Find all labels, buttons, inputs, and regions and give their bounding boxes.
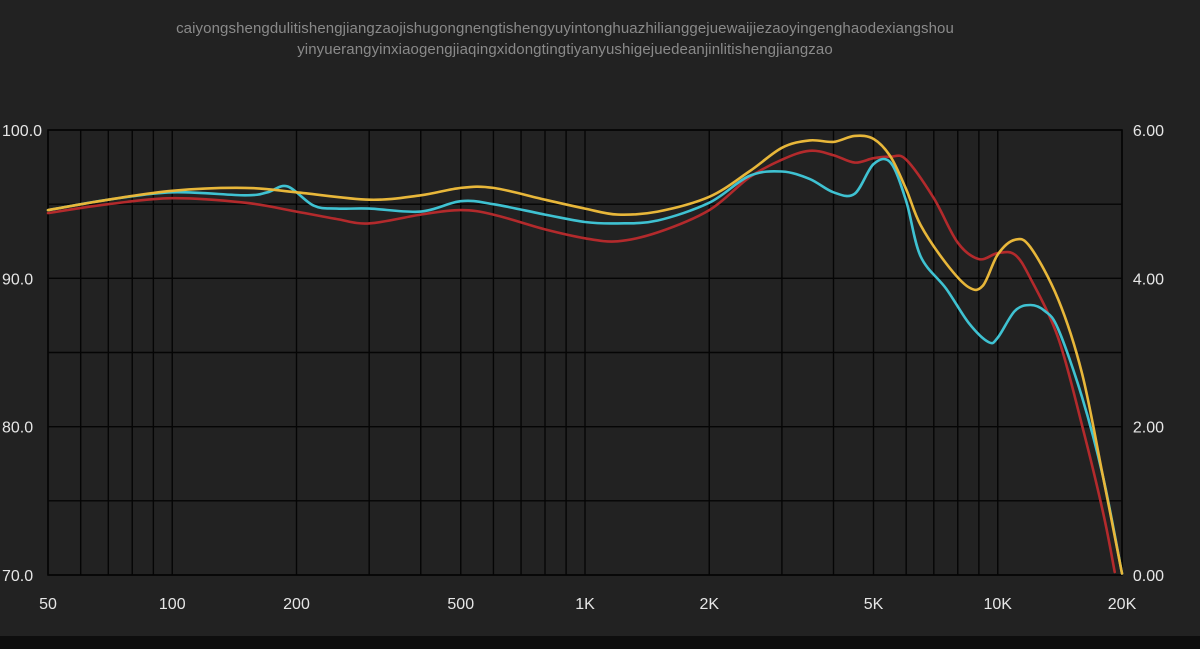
y-tick-label-left: 100.0 xyxy=(2,123,42,140)
series-group xyxy=(46,134,1124,575)
grid xyxy=(47,129,1123,576)
chart-subtitle-line-2: yinyuerangyinxiaogengjiaqingxidongtingti… xyxy=(297,41,833,58)
y-tick-label-right: 2.00 xyxy=(1133,420,1164,437)
y-tick-label-right: 6.00 xyxy=(1133,123,1164,140)
x-tick-label: 50 xyxy=(39,596,57,613)
y-tick-label-right: 0.00 xyxy=(1133,568,1164,585)
x-tick-label: 2K xyxy=(699,596,719,613)
x-tick-label: 500 xyxy=(447,596,474,613)
x-tick-label: 100 xyxy=(159,596,186,613)
y-tick-label-right: 4.00 xyxy=(1133,271,1164,288)
series-line-3 xyxy=(46,149,1116,574)
x-tick-label: 1K xyxy=(575,596,595,613)
tick-labels: 50 100 200 500 1K 2K 5K 10K 20K 100.0 90.0 80.0 70.0… xyxy=(2,123,1164,613)
plot-frame xyxy=(47,129,1123,576)
y-tick-label-left: 80.0 xyxy=(2,420,33,437)
series-line-2 xyxy=(46,157,1124,575)
y-tick-label-left: 90.0 xyxy=(2,271,33,288)
x-tick-label: 20K xyxy=(1108,596,1137,613)
y-tick-label-left: 70.0 xyxy=(2,568,33,585)
bottom-strip xyxy=(0,636,1200,649)
x-tick-label: 200 xyxy=(283,596,310,613)
x-tick-label: 5K xyxy=(864,596,884,613)
series-line-1 xyxy=(46,134,1124,575)
chart-subtitle-line-1: caiyongshengdulitishengjiangzaojishugong… xyxy=(176,20,954,37)
x-tick-label: 10K xyxy=(984,596,1013,613)
